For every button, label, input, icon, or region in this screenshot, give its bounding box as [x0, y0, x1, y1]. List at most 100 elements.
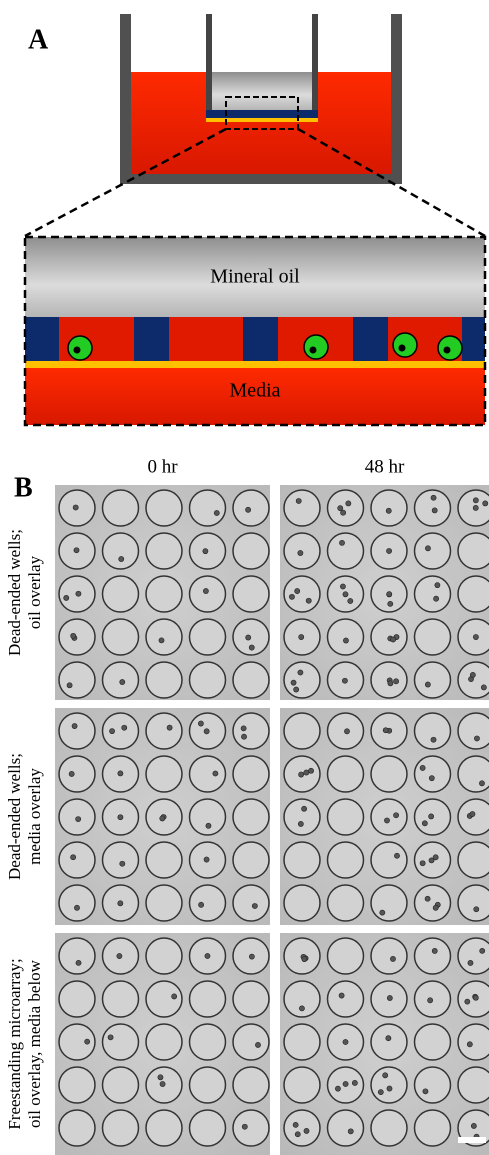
cell — [246, 635, 251, 640]
microwell — [190, 662, 226, 698]
cell — [386, 1036, 391, 1041]
microwell — [415, 576, 451, 612]
cell — [298, 670, 303, 675]
cell — [391, 637, 396, 642]
cell — [76, 591, 81, 596]
microwell — [146, 885, 182, 921]
microwell — [146, 713, 182, 749]
microwell — [371, 938, 407, 974]
microwell — [415, 533, 451, 569]
microwell — [59, 981, 95, 1017]
cell — [431, 737, 436, 742]
microwell — [146, 619, 182, 655]
microwell — [328, 842, 364, 878]
cell — [295, 1132, 300, 1137]
cell — [302, 957, 307, 962]
microwell — [458, 533, 489, 569]
microwell — [233, 799, 269, 835]
row-label: Dead-ended wells; — [5, 529, 24, 656]
row-label: oil overlay — [25, 555, 44, 629]
cell — [120, 861, 125, 866]
cell — [343, 1039, 348, 1044]
microwell — [103, 1110, 139, 1146]
microwell — [103, 1067, 139, 1103]
microwell — [284, 885, 320, 921]
microwell — [146, 938, 182, 974]
microwell — [284, 490, 320, 526]
microwell — [190, 1024, 226, 1060]
cell — [339, 540, 344, 545]
cell — [432, 948, 437, 953]
microwell — [284, 576, 320, 612]
row-label: oil overlay, media below — [25, 959, 44, 1128]
microwell — [371, 1067, 407, 1103]
cell — [120, 679, 125, 684]
cell — [249, 645, 254, 650]
cell — [480, 948, 485, 953]
microwell — [190, 1110, 226, 1146]
microwell — [103, 619, 139, 655]
microwell — [284, 981, 320, 1017]
cell — [308, 768, 313, 773]
cell — [467, 1042, 472, 1047]
microwell — [284, 1067, 320, 1103]
microwell — [415, 619, 451, 655]
cell — [241, 726, 246, 731]
cell — [420, 765, 425, 770]
microwell — [371, 756, 407, 792]
microwell — [146, 981, 182, 1017]
microwell — [371, 1024, 407, 1060]
column-label: 48 hr — [365, 456, 405, 477]
cell — [383, 1073, 388, 1078]
microwell — [458, 1067, 489, 1103]
microwell — [190, 576, 226, 612]
cell — [390, 956, 395, 961]
microwell — [190, 799, 226, 835]
microwell — [233, 533, 269, 569]
microwell — [59, 1067, 95, 1103]
panel-label: A — [28, 24, 49, 55]
cell — [255, 1042, 260, 1047]
microwell — [415, 885, 451, 921]
scale-bar — [458, 1137, 486, 1143]
cell — [473, 498, 478, 503]
row-label: media overlay — [25, 768, 44, 865]
microwell — [146, 533, 182, 569]
cell — [72, 723, 77, 728]
cell — [470, 811, 475, 816]
microwell — [103, 1024, 139, 1060]
cell — [299, 1006, 304, 1011]
microwell — [458, 799, 489, 835]
microwell — [328, 756, 364, 792]
cell — [473, 634, 478, 639]
cell — [473, 505, 478, 510]
cell — [348, 1129, 353, 1134]
microwell — [458, 756, 489, 792]
cell — [203, 549, 208, 554]
cell — [434, 596, 439, 601]
cell — [119, 556, 124, 561]
cell — [73, 505, 78, 510]
zoom-schematic: Mineral oil Media — [25, 237, 485, 425]
microwell — [233, 1067, 269, 1103]
microwell — [103, 533, 139, 569]
microwell — [146, 490, 182, 526]
microwell — [328, 533, 364, 569]
microwell — [233, 842, 269, 878]
cell — [206, 823, 211, 828]
microwell — [284, 1110, 320, 1146]
cell — [289, 594, 294, 599]
cell — [122, 725, 127, 730]
cell — [64, 595, 69, 600]
microwell — [328, 799, 364, 835]
microwell — [458, 1024, 489, 1060]
cell — [343, 592, 348, 597]
microwell — [59, 938, 95, 974]
row-label: Freestanding microarray; — [5, 958, 24, 1129]
microwell — [59, 885, 95, 921]
microwell — [328, 981, 364, 1017]
cell — [428, 998, 433, 1003]
microwell — [146, 842, 182, 878]
figure: A Mineral oil Media B 0 hr48 hrDead-ende — [0, 0, 489, 1155]
cell — [252, 903, 257, 908]
